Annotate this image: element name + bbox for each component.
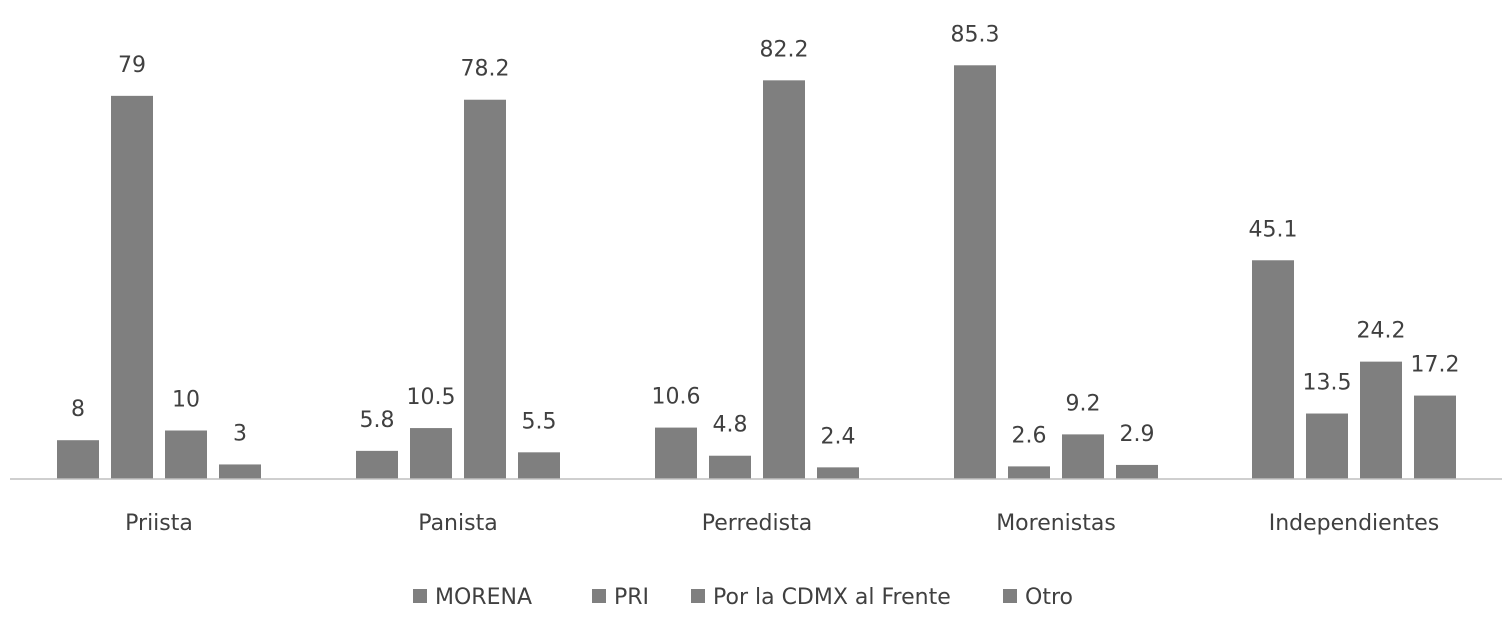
- data-label: 24.2: [1357, 319, 1406, 344]
- bar-perredista-por-la-cdmx-al-frente: [763, 80, 805, 479]
- data-label: 85.3: [951, 22, 1000, 47]
- data-label: 45.1: [1249, 217, 1298, 242]
- data-label: 13.5: [1303, 371, 1352, 396]
- data-label: 10.6: [652, 385, 701, 410]
- data-label: 2.4: [821, 424, 856, 449]
- legend-swatch-morena: [413, 589, 427, 603]
- category-label-independientes: Independientes: [1269, 511, 1440, 536]
- data-label: 5.5: [522, 409, 557, 434]
- data-label: 78.2: [461, 57, 510, 82]
- bar-morenistas-morena: [954, 65, 996, 480]
- bar-morenistas-por-la-cdmx-al-frente: [1062, 434, 1104, 479]
- legend-label-pri: PRI: [614, 585, 649, 610]
- bar-priista-otro: [219, 464, 261, 479]
- data-label: 82.2: [760, 37, 809, 62]
- data-label: 3: [233, 421, 247, 446]
- category-label-panista: Panista: [418, 511, 497, 536]
- data-label: 2.6: [1012, 423, 1047, 448]
- bar-panista-pri: [410, 428, 452, 479]
- legend-swatch-por-la-cdmx-al-frente: [691, 589, 705, 603]
- category-label-priista: Priista: [125, 511, 193, 536]
- legend-label-por-la-cdmx-al-frente: Por la CDMX al Frente: [713, 585, 951, 610]
- data-label: 79: [118, 53, 146, 78]
- bars-group: [57, 65, 1456, 480]
- data-labels-group: 8 79 10 3 5.8 10.5 78.2 5.5 10.6 4.8 82.2 2.4 85.3 2.…: [71, 22, 1459, 449]
- legend-swatch-pri: [592, 589, 606, 603]
- bar-independientes-otro: [1414, 395, 1456, 479]
- bar-panista-por-la-cdmx-al-frente: [464, 99, 506, 479]
- legend-label-otro: Otro: [1025, 585, 1073, 610]
- bar-independientes-pri: [1306, 413, 1348, 479]
- bar-priista-morena: [57, 440, 99, 479]
- bar-perredista-morena: [655, 427, 697, 479]
- bar-priista-por-la-cdmx-al-frente: [165, 430, 207, 479]
- data-label: 9.2: [1066, 391, 1101, 416]
- category-label-morenistas: Morenistas: [996, 511, 1116, 536]
- bar-perredista-otro: [817, 467, 859, 479]
- data-label: 4.8: [713, 413, 748, 438]
- bar-independientes-por-la-cdmx-al-frente: [1360, 361, 1402, 479]
- bar-priista-pri: [111, 95, 153, 479]
- legend-swatch-otro: [1003, 589, 1017, 603]
- data-label: 10.5: [407, 385, 456, 410]
- category-label-perredista: Perredista: [702, 511, 812, 536]
- data-label: 10: [172, 388, 200, 413]
- bar-morenistas-otro: [1116, 464, 1158, 479]
- legend-label-morena: MORENA: [435, 585, 532, 610]
- category-labels-group: Priista Panista Perredista Morenistas Indepe…: [125, 511, 1439, 536]
- data-label: 2.9: [1120, 422, 1155, 447]
- legend: MORENA PRI Por la CDMX al Frente Otro: [413, 585, 1073, 610]
- data-label: 5.8: [360, 408, 395, 433]
- data-label: 17.2: [1411, 353, 1460, 378]
- bar-independientes-morena: [1252, 260, 1294, 479]
- bar-panista-morena: [356, 450, 398, 479]
- bar-perredista-pri: [709, 455, 751, 479]
- data-label: 8: [71, 397, 85, 422]
- bar-morenistas-pri: [1008, 466, 1050, 479]
- bar-panista-otro: [518, 452, 560, 479]
